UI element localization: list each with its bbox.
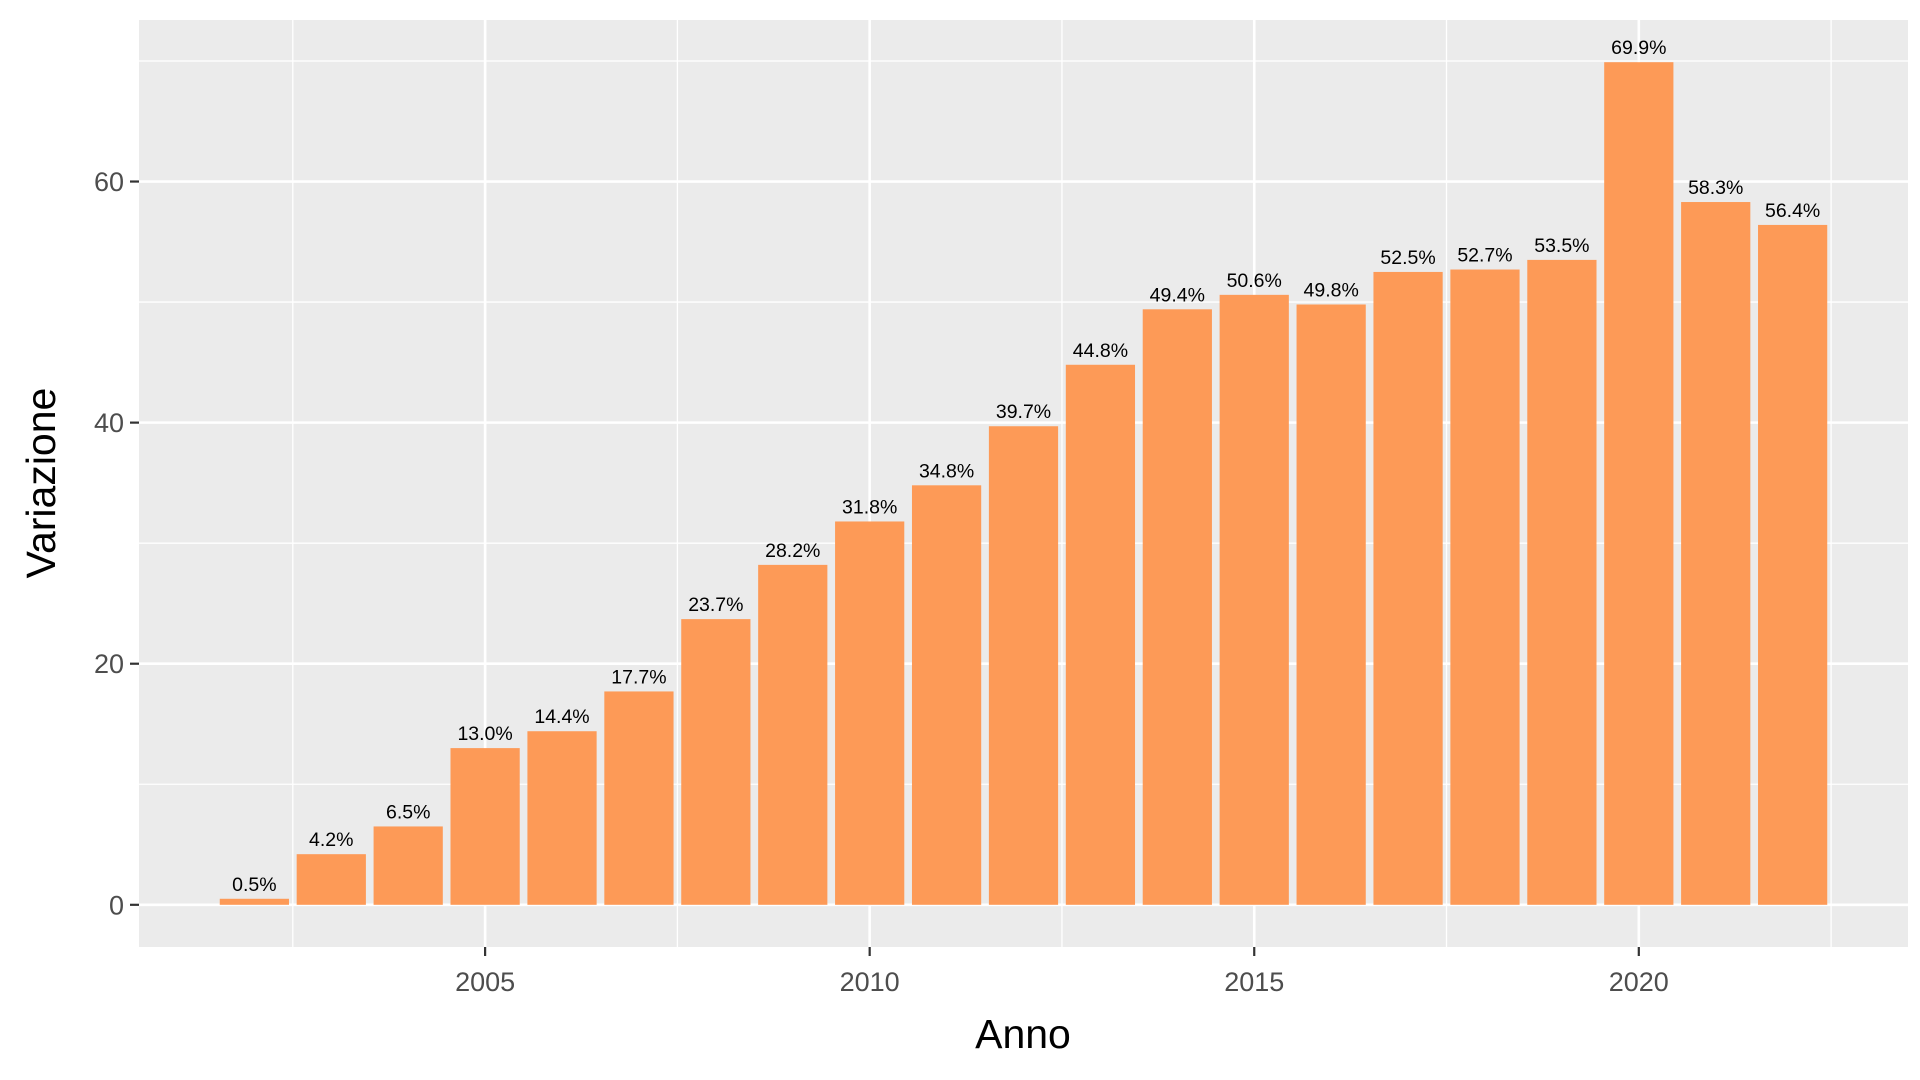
bar-label-2004: 6.5% bbox=[386, 801, 430, 823]
bar-2012 bbox=[988, 426, 1059, 905]
bar-label-2013: 44.8% bbox=[1073, 340, 1128, 362]
bar-2018 bbox=[1450, 269, 1520, 905]
bar-label-2015: 50.6% bbox=[1227, 270, 1282, 292]
y-axis-title: Variazione bbox=[18, 388, 64, 579]
bar-2005 bbox=[450, 748, 520, 905]
bar-2020 bbox=[1604, 62, 1674, 905]
x-axis: 2005 2010 2015 2020 bbox=[455, 947, 1669, 997]
bar-2022 bbox=[1758, 224, 1828, 905]
y-tick-label: 60 bbox=[94, 167, 124, 197]
bar-label-2018: 52.7% bbox=[1457, 245, 1512, 267]
bar-2010 bbox=[835, 521, 905, 905]
bar-label-2016: 49.8% bbox=[1304, 279, 1359, 301]
bar-label-2021: 58.3% bbox=[1688, 177, 1743, 199]
bar-2009 bbox=[758, 564, 828, 905]
x-axis-title: Anno bbox=[975, 1011, 1071, 1057]
bar-2017 bbox=[1373, 271, 1443, 905]
x-tick-label: 2010 bbox=[840, 967, 900, 997]
bar-2006 bbox=[527, 731, 597, 905]
y-tick-label: 40 bbox=[94, 408, 124, 438]
y-axis: 0 20 40 60 bbox=[94, 167, 139, 920]
bar-2019 bbox=[1527, 259, 1597, 905]
bar-label-2006: 14.4% bbox=[534, 706, 589, 728]
bar-2007 bbox=[604, 691, 674, 905]
bar-2004 bbox=[373, 826, 443, 905]
bar-2003 bbox=[296, 854, 366, 905]
bar-2002 bbox=[219, 898, 289, 905]
bar-label-2003: 4.2% bbox=[309, 829, 353, 851]
x-tick-label: 2020 bbox=[1609, 967, 1669, 997]
x-tick-label: 2005 bbox=[455, 967, 515, 997]
bar-label-2022: 56.4% bbox=[1765, 200, 1820, 222]
bar-label-2012: 39.7% bbox=[996, 401, 1051, 423]
x-tick-label: 2015 bbox=[1224, 967, 1284, 997]
bars bbox=[219, 62, 1828, 905]
bar-label-2007: 17.7% bbox=[611, 666, 666, 688]
y-tick-label: 0 bbox=[109, 890, 124, 920]
bar-label-2019: 53.5% bbox=[1534, 235, 1589, 257]
bar-label-2010: 31.8% bbox=[842, 496, 897, 518]
bar-2014 bbox=[1142, 309, 1212, 905]
bar-2015 bbox=[1219, 294, 1289, 905]
bar-label-2011: 34.8% bbox=[919, 460, 974, 482]
bar-labels: 0.5% 4.2% 6.5% 13.0% 14.4% 17.7% 23.7% 28.2% 31.… bbox=[232, 37, 1820, 896]
bar-label-2017: 52.5% bbox=[1380, 247, 1435, 269]
bar-label-2008: 23.7% bbox=[688, 594, 743, 616]
bar-label-2020: 69.9% bbox=[1611, 37, 1666, 59]
bar-2013 bbox=[1065, 364, 1136, 905]
bar-label-2009: 28.2% bbox=[765, 540, 820, 562]
bar-label-2002: 0.5% bbox=[232, 874, 276, 896]
bar-2008 bbox=[681, 619, 751, 905]
y-tick-label: 20 bbox=[94, 649, 124, 679]
bar-2021 bbox=[1681, 202, 1751, 905]
bar-label-2005: 13.0% bbox=[457, 723, 512, 745]
bar-2011 bbox=[911, 485, 982, 905]
bar-2016 bbox=[1296, 304, 1366, 905]
bar-label-2014: 49.4% bbox=[1150, 284, 1205, 306]
